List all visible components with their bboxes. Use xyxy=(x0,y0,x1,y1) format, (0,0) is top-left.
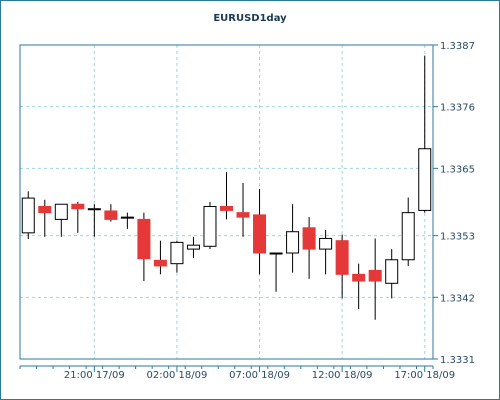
candle xyxy=(87,204,101,237)
candle-body-down xyxy=(104,210,118,220)
candle xyxy=(54,203,68,237)
candle xyxy=(401,197,415,266)
x-tick-label: 02:00 18/09 xyxy=(147,370,208,381)
candle xyxy=(368,238,382,320)
candle-body-down xyxy=(71,203,85,210)
candle xyxy=(385,249,399,299)
candle-body-up xyxy=(54,203,68,220)
x-tick-label: 21:00 17/09 xyxy=(64,370,125,381)
candle xyxy=(137,212,151,282)
y-tick-label: 1.3331 xyxy=(440,355,475,366)
candle-body-down xyxy=(302,227,316,250)
candle-body-up xyxy=(186,244,200,250)
candle-body-down xyxy=(335,240,349,275)
candle-body-up xyxy=(418,148,432,211)
candle-body-down xyxy=(368,269,382,282)
candle xyxy=(302,217,316,279)
candle xyxy=(104,204,118,222)
candle xyxy=(153,240,167,275)
candle-body-down xyxy=(253,214,267,254)
candle xyxy=(120,212,134,229)
candle-body-down xyxy=(137,218,151,260)
plot-area xyxy=(19,44,434,360)
candle-body-up xyxy=(170,241,184,265)
candle xyxy=(71,202,85,233)
candle xyxy=(220,172,233,220)
y-tick-label: 1.3342 xyxy=(440,293,475,304)
y-tick-label: 1.3376 xyxy=(440,103,475,114)
candle xyxy=(286,204,300,273)
candle xyxy=(418,55,432,213)
y-tick-label: 1.3353 xyxy=(440,232,475,243)
y-tick-label: 1.3365 xyxy=(440,164,475,175)
candle-series xyxy=(21,55,432,320)
x-tick-label: 12:00 18/09 xyxy=(312,370,373,381)
candle-body-up xyxy=(319,237,333,250)
candle-body-up xyxy=(87,208,101,211)
chart-title: EURUSD1day xyxy=(213,13,287,24)
candle xyxy=(186,236,200,259)
candle xyxy=(170,240,184,273)
candle xyxy=(352,263,366,310)
y-axis: 1.3387 1.3376 1.3365 1.3353 1.3342 1.3331 xyxy=(433,41,475,366)
candle-body-up xyxy=(203,205,217,247)
candle-body-up xyxy=(21,197,35,234)
candle xyxy=(236,182,250,237)
candle xyxy=(38,199,52,237)
candle xyxy=(335,234,349,299)
candle-body-up xyxy=(120,216,134,219)
candle-body-up xyxy=(401,212,415,261)
candle xyxy=(203,202,217,250)
x-tick-label: 17:00 18/09 xyxy=(394,370,455,381)
candle xyxy=(253,189,267,275)
candle-body-down xyxy=(38,205,52,214)
candle xyxy=(319,230,333,275)
candle-body-down xyxy=(220,205,233,211)
candle-body-down xyxy=(352,273,366,282)
candle xyxy=(21,191,35,240)
candle-body-up xyxy=(286,231,300,254)
candle-body-up xyxy=(269,252,283,255)
candle-body-down xyxy=(153,259,167,267)
x-tick-label: 07:00 18/09 xyxy=(229,370,290,381)
candle-body-down xyxy=(236,212,250,218)
x-axis: 21:00 17/09 02:00 18/09 07:00 18/09 12:00 1… xyxy=(19,365,455,381)
candle xyxy=(269,252,283,292)
candle-body-up xyxy=(385,259,399,284)
y-tick-label: 1.3387 xyxy=(440,41,475,52)
